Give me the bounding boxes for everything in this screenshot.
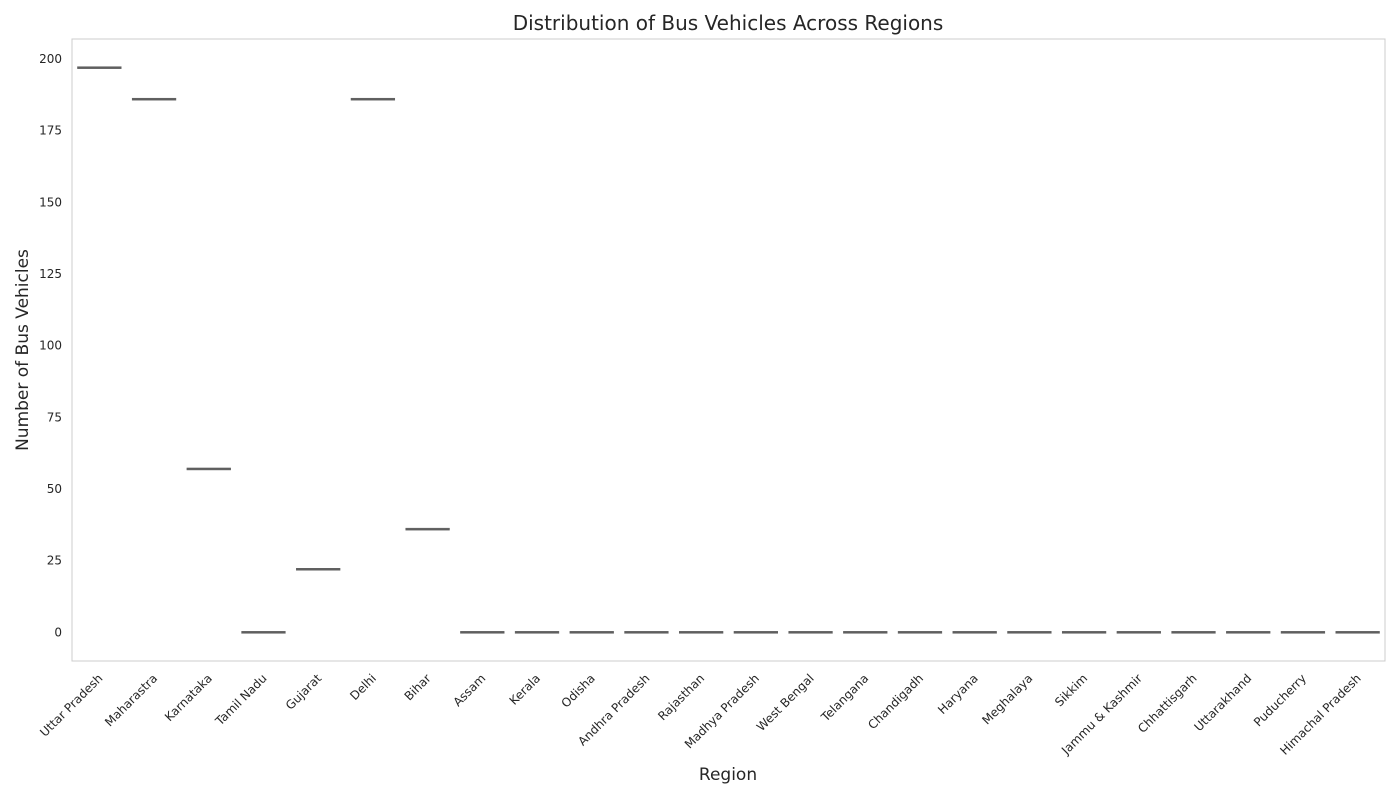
box-mark bbox=[788, 631, 833, 634]
chart-title: Distribution of Bus Vehicles Across Regi… bbox=[513, 11, 944, 35]
y-tick-label: 150 bbox=[39, 195, 62, 209]
x-tick-label: Assam bbox=[450, 671, 488, 709]
box-mark bbox=[405, 527, 450, 531]
box-mark bbox=[843, 631, 888, 634]
x-tick-label: Delhi bbox=[347, 671, 379, 703]
x-tick-label: Chandigadh bbox=[865, 671, 926, 732]
box-mark bbox=[733, 631, 778, 634]
box-mark bbox=[77, 66, 122, 69]
x-tick-label: Chhattisgarh bbox=[1135, 671, 1200, 736]
box-mark bbox=[241, 631, 286, 634]
y-tick-label: 25 bbox=[47, 554, 62, 568]
box-mark bbox=[350, 97, 396, 101]
x-tick-label: Rajasthan bbox=[655, 671, 707, 723]
y-tick-label: 175 bbox=[39, 124, 62, 138]
y-tick-label: 75 bbox=[47, 410, 62, 424]
box-mark bbox=[624, 631, 669, 634]
y-tick-label: 50 bbox=[47, 482, 62, 496]
x-tick-label: Odisha bbox=[559, 671, 598, 710]
plot-frame bbox=[71, 38, 1386, 662]
box-mark bbox=[1171, 631, 1216, 634]
x-tick-label: Telangana bbox=[818, 671, 872, 725]
x-tick-label: Kerala bbox=[507, 671, 544, 708]
box-mark bbox=[1061, 631, 1107, 634]
box-mark bbox=[897, 631, 943, 634]
box-mark bbox=[1116, 631, 1161, 634]
y-tick-label: 100 bbox=[39, 339, 62, 353]
x-tick-label: Puducherry bbox=[1251, 671, 1309, 729]
x-tick-label: Sikkim bbox=[1052, 671, 1090, 709]
box-mark bbox=[514, 631, 560, 634]
y-tick-label: 200 bbox=[39, 52, 62, 66]
x-tick-label: Meghalaya bbox=[979, 671, 1035, 727]
box-mark bbox=[1226, 631, 1271, 634]
box-mark bbox=[952, 631, 997, 634]
box-mark bbox=[296, 568, 341, 571]
y-axis: 0 25 50 75 100 125 150 175 200 bbox=[39, 52, 62, 639]
box-mark bbox=[1335, 631, 1380, 634]
x-tick-label: West Bengal bbox=[754, 671, 817, 734]
x-tick-label: Tamil Nadu bbox=[212, 671, 270, 729]
box-mark bbox=[1280, 631, 1326, 634]
y-tick-label: 0 bbox=[54, 625, 62, 639]
x-tick-label: Karnataka bbox=[162, 671, 215, 724]
x-axis-label: Region bbox=[699, 765, 757, 785]
box-series bbox=[77, 66, 1380, 634]
x-tick-label: Maharastra bbox=[102, 671, 160, 729]
x-tick-label: Bihar bbox=[402, 671, 434, 703]
box-mark bbox=[131, 97, 177, 101]
box-mark bbox=[460, 631, 505, 634]
box-mark bbox=[679, 631, 724, 634]
y-tick-label: 125 bbox=[39, 267, 62, 281]
box-mark bbox=[569, 631, 614, 634]
x-tick-label: Gujarat bbox=[283, 671, 325, 713]
x-tick-label: Uttarakhand bbox=[1191, 671, 1254, 734]
x-tick-label: Uttar Pradesh bbox=[37, 671, 105, 739]
box-mark bbox=[1007, 631, 1052, 634]
y-axis-label: Number of Bus Vehicles bbox=[13, 249, 33, 451]
x-tick-label: Haryana bbox=[935, 671, 981, 717]
box-mark bbox=[186, 467, 231, 471]
